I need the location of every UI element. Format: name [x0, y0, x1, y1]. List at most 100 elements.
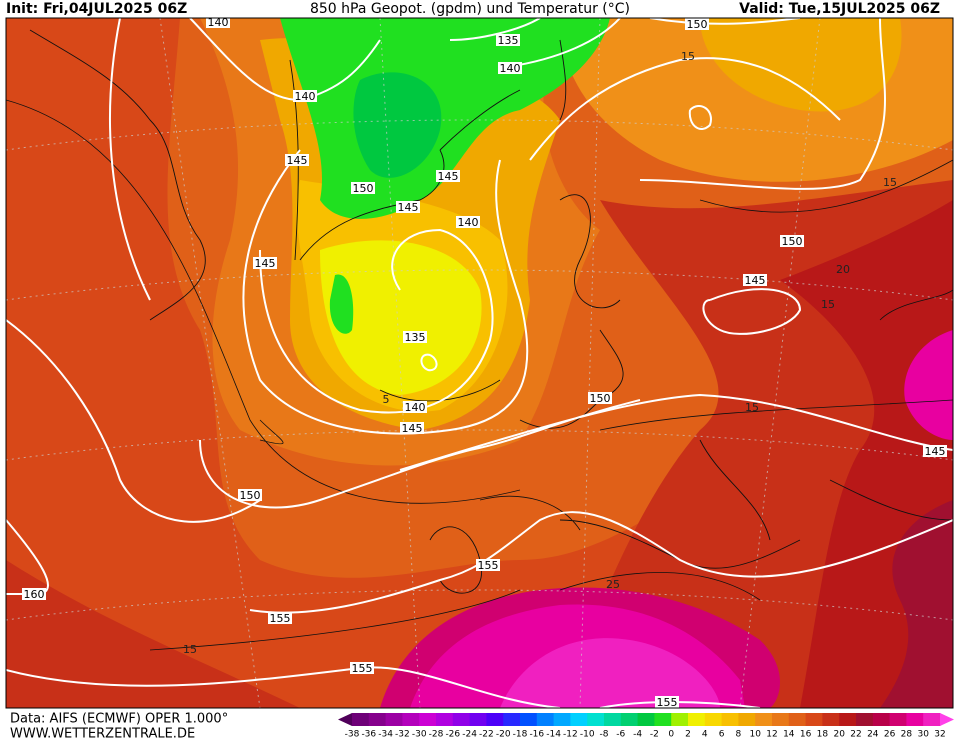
contour-label: 155	[657, 696, 678, 709]
contour-labels: 140 135 150 140 140 145 150 145 145 140 150 145 145 1…	[22, 16, 947, 709]
isotherm-label: 25	[606, 578, 620, 591]
contour-label: 145	[398, 201, 419, 214]
contour-label: 145	[925, 445, 946, 458]
contour-label: 145	[255, 257, 276, 270]
scale-box	[469, 713, 487, 726]
contour-label-box	[588, 392, 612, 404]
scale-tick-label: 22	[850, 730, 861, 740]
temp-field	[700, 18, 902, 112]
scale-tick-label: -2	[650, 730, 659, 740]
contour-label-box	[403, 401, 427, 413]
scale-tick-label: 4	[702, 730, 708, 740]
scale-box	[923, 713, 941, 726]
temp-field	[880, 500, 953, 708]
temp-field	[6, 560, 300, 708]
scale-tick-label: 0	[668, 730, 674, 740]
scale-tick-label: -10	[580, 730, 595, 740]
contour-label-box	[498, 62, 522, 74]
scale-tick-label: -12	[563, 730, 578, 740]
contour-label-box	[206, 16, 230, 28]
scale-box	[385, 713, 403, 726]
contour-label: 155	[352, 662, 373, 675]
contour-label-box	[436, 170, 460, 182]
isotherm-label: 15	[745, 401, 759, 414]
scale-box	[637, 713, 655, 726]
scale-tick-label: -32	[395, 730, 410, 740]
scale-tick-label: -34	[378, 730, 393, 740]
scale-tick-label: 12	[766, 730, 777, 740]
scale-box	[368, 713, 387, 726]
scale-tick-label: 14	[783, 730, 795, 740]
scale-box	[889, 713, 907, 726]
scale-tick-label: -36	[361, 730, 376, 740]
scale-box	[419, 713, 437, 726]
scale-box	[402, 713, 420, 726]
scale-tick-label: 6	[719, 730, 725, 740]
isotherm-label: 15	[183, 643, 197, 656]
scale-box	[587, 713, 605, 726]
scale-box	[704, 713, 723, 726]
isotherm-label: 15	[883, 176, 897, 189]
scale-tick-label: 18	[817, 730, 829, 740]
scale-tick-label: -26	[445, 730, 460, 740]
scale-box	[452, 713, 471, 726]
scale-box	[839, 713, 857, 726]
contour-label: 135	[405, 331, 426, 344]
scale-tick-label: 16	[800, 730, 812, 740]
contour-label: 145	[438, 170, 459, 183]
temp-field	[329, 274, 354, 334]
scale-box	[520, 713, 538, 726]
contour-label-box	[743, 274, 767, 286]
scale-box	[620, 713, 639, 726]
scale-tick-label: -38	[345, 730, 360, 740]
scale-box	[436, 713, 454, 726]
scale-box	[604, 713, 622, 726]
scale-tick-label: 20	[833, 730, 845, 740]
contour-label-box	[400, 422, 424, 434]
scale-box	[721, 713, 739, 726]
scale-tick-label: -4	[633, 730, 642, 740]
scale-box	[553, 713, 571, 726]
scale-box	[906, 713, 924, 726]
scale-box	[772, 713, 790, 726]
contour-label: 145	[745, 274, 766, 287]
color-scale: -38 -36 -34 -32 -30 -28 -26 -24 -22 -20 -18 -16 -14-…	[338, 713, 954, 740]
contour-label: 150	[782, 235, 803, 248]
scale-tick-label: 10	[749, 730, 761, 740]
scale-box	[788, 713, 807, 726]
scale-tick-label: -20	[496, 730, 511, 740]
scale-tick-label: 30	[917, 730, 929, 740]
scale-box	[805, 713, 823, 726]
contour-label: 140	[405, 401, 426, 414]
temp-field	[500, 638, 720, 708]
contour-label: 140	[295, 90, 316, 103]
contour-label-box	[496, 34, 520, 46]
valid-time: Valid: Tue,15JUL2025 06Z	[739, 1, 940, 17]
scale-tick-label: -6	[616, 730, 625, 740]
scale-box	[872, 713, 891, 726]
isotherm-label: 5	[383, 393, 390, 406]
contour-label-box	[22, 588, 46, 600]
isotherm-label: 15	[681, 50, 695, 63]
website: WWW.WETTERZENTRALE.DE	[10, 727, 195, 741]
scale-tick-label: -18	[513, 730, 528, 740]
geopotential-contour	[6, 18, 953, 708]
contour-label-box	[476, 559, 500, 571]
scale-box	[688, 713, 706, 726]
scale-box	[352, 713, 370, 726]
contour-label-box	[396, 201, 420, 213]
contour-label-box	[456, 216, 480, 228]
contour-label: 145	[402, 422, 423, 435]
temp-field	[320, 240, 482, 395]
scale-tick-label: -16	[529, 730, 544, 740]
scale-tick-label: 26	[884, 730, 896, 740]
contour-label: 150	[240, 489, 261, 502]
contour-label: 140	[500, 62, 521, 75]
contour-label-box	[923, 445, 947, 457]
scale-box	[738, 713, 756, 726]
scale-tick-label: -24	[462, 730, 477, 740]
contour-label: 160	[24, 588, 45, 601]
contour-label: 150	[353, 182, 374, 195]
isotherm-label: 15	[821, 298, 835, 311]
data-source: Data: AIFS (ECMWF) OPER 1.000°	[10, 712, 228, 727]
